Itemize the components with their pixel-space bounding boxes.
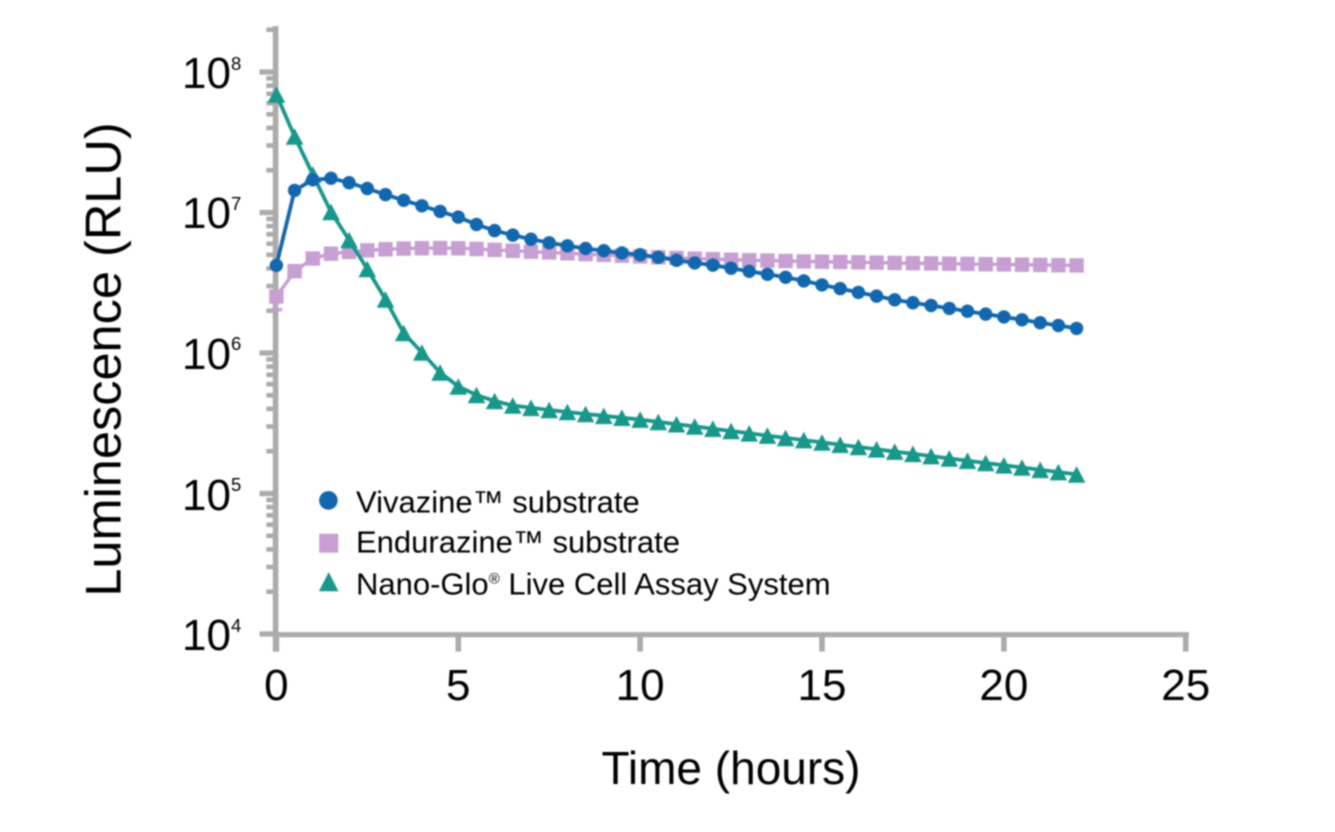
svg-text:5: 5 xyxy=(231,474,241,495)
svg-text:10: 10 xyxy=(182,611,231,660)
svg-text:6: 6 xyxy=(231,333,241,354)
svg-text:15: 15 xyxy=(798,661,847,710)
svg-text:5: 5 xyxy=(446,661,470,710)
svg-text:10: 10 xyxy=(616,661,665,710)
svg-text:10: 10 xyxy=(182,330,231,379)
svg-text:20: 20 xyxy=(979,661,1028,710)
svg-text:10: 10 xyxy=(182,471,231,520)
svg-text:4: 4 xyxy=(231,615,241,636)
svg-text:Endurazine™ substrate: Endurazine™ substrate xyxy=(356,525,680,560)
svg-text:25: 25 xyxy=(1161,661,1210,710)
svg-text:Time (hours): Time (hours) xyxy=(602,742,861,794)
svg-text:0: 0 xyxy=(264,661,288,710)
svg-text:7: 7 xyxy=(231,193,241,214)
svg-text:Luminescence (RLU): Luminescence (RLU) xyxy=(75,122,132,596)
svg-text:Vivazine™ substrate: Vivazine™ substrate xyxy=(356,484,640,519)
svg-text:Nano-Glo® Live Cell Assay Syst: Nano-Glo® Live Cell Assay System xyxy=(356,567,831,602)
svg-text:10: 10 xyxy=(182,49,231,98)
svg-text:8: 8 xyxy=(231,53,241,74)
svg-text:10: 10 xyxy=(182,189,231,238)
